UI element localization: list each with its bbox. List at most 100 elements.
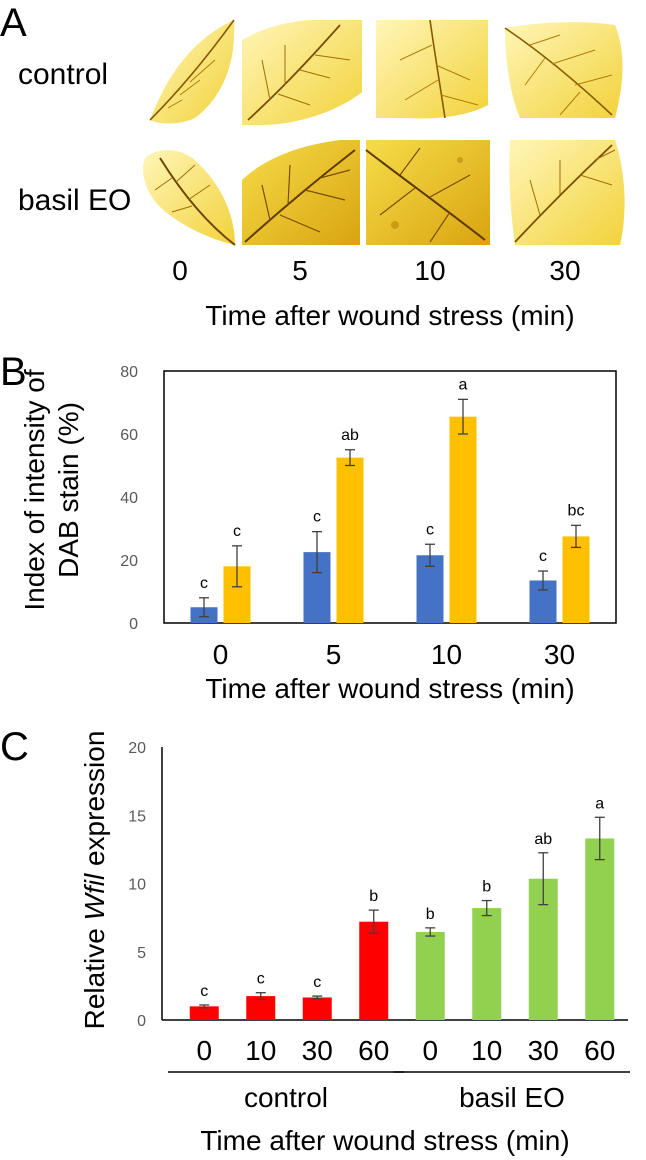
panel-b-significance-letter: ab (341, 427, 359, 444)
panel-b-x-tick-label: 30 (544, 639, 575, 670)
panel-c-x-tick-label: 0 (196, 1035, 212, 1066)
panel-b-y-tick-label: 40 (120, 490, 138, 507)
panel-c-x-tick-label: 10 (245, 1035, 276, 1066)
panel-c-y-tick-label: 10 (128, 877, 146, 894)
panel-c-group-label: control (244, 1082, 328, 1113)
panel-b-bar-basil-30 (562, 536, 590, 623)
panel-b-plot-frame (163, 370, 617, 624)
panel-a: A control basil EO (0, 1, 625, 331)
panel-c-significance-letter: c (257, 971, 265, 988)
panel-b-error-bar (312, 531, 322, 574)
panel-c-x-tick-label: 10 (471, 1035, 502, 1066)
panel-b-error-bar (571, 524, 581, 549)
panel-b-y-tick-label: 20 (120, 553, 138, 570)
panel-b-error-bar (199, 597, 209, 618)
panel-a-letter: A (0, 1, 27, 45)
panel-b-y-tick-label: 80 (120, 364, 138, 381)
panel-c-bar-basil-0 (415, 931, 445, 1020)
panel-b-y-tick-label: 60 (120, 427, 138, 444)
panel-c-y-tick-label: 5 (137, 945, 146, 962)
panel-c-ylabel-gene: Wfil (79, 873, 110, 920)
panel-b-significance-letter: bc (568, 502, 585, 519)
panel-c-ylabel: Relative Wfil expression (79, 731, 110, 1030)
panel-c-significance-letter: b (369, 888, 378, 905)
panel-b-significance-letter: c (539, 548, 547, 565)
panel-c-ylabel-suffix: expression (79, 731, 110, 874)
panel-c-y-ticks: 0 5 10 15 20 (128, 740, 146, 1030)
panel-c-error-bar (255, 992, 266, 1001)
panel-b-error-bar (458, 398, 468, 435)
time-label-5: 5 (292, 255, 308, 286)
panel-b-xlabel: Time after wound stress (min) (205, 673, 574, 704)
panel-c-significance-letter: a (595, 795, 604, 812)
panel-c-bar-control-0 (189, 1006, 219, 1020)
panel-c-bars: c c c b b b ab a (189, 795, 615, 1020)
panel-c-x-tick-label: 60 (584, 1035, 615, 1066)
panel-b-error-bar (232, 545, 242, 588)
row-label-control: control (18, 58, 108, 91)
panel-c-bar-control-10 (246, 996, 276, 1020)
panel-c-bar-basil-10 (472, 908, 502, 1020)
panel-c-bar-control-30 (302, 997, 332, 1020)
panel-b-significance-letter: a (459, 376, 468, 393)
panel-c-y-tick-label: 0 (137, 1013, 146, 1030)
panel-c-group-label: basil EO (459, 1082, 565, 1113)
panel-c-bar-control-60 (359, 921, 389, 1020)
panel-b-bars: c c c ab c a c bc (190, 376, 590, 623)
panel-b-significance-letter: c (200, 575, 208, 592)
row-label-basil-eo: basil EO (18, 184, 131, 217)
panel-c-x-tick-label: 30 (302, 1035, 333, 1066)
panel-c-error-bar (368, 909, 379, 934)
panel-b-y-ticks: 0 20 40 60 80 (120, 364, 138, 633)
panel-c-significance-letter: b (482, 879, 491, 896)
panel-b-significance-letter: c (233, 523, 241, 540)
panel-b-error-bar (345, 449, 355, 467)
panel-c-significance-letter: ab (534, 831, 552, 848)
leaf-image-basil-5 (242, 140, 360, 245)
panel-c-significance-letter: c (200, 983, 208, 1000)
panel-b-x-tick-label: 5 (326, 639, 342, 670)
leaf-image-basil-30 (509, 140, 625, 245)
panel-c-chart: C Relative Wfil expression 0 5 10 15 20 c c c b… (0, 725, 630, 1156)
panel-b-x-ticks: 0 5 10 30 (213, 639, 575, 670)
panel-c-error-bar (538, 852, 549, 906)
panel-b-bar-basil-5 (336, 457, 364, 623)
time-label-30: 30 (549, 255, 580, 286)
panel-c-x-tick-label: 0 (422, 1035, 438, 1066)
panel-b-chart: B Index of intensity of DAB stain (%) 0 2… (0, 350, 617, 704)
panel-c-error-bar (481, 899, 492, 917)
panel-c-ylabel-prefix: Relative (79, 920, 110, 1029)
panel-c-error-bar (594, 816, 605, 861)
panel-c-x-ticks: 0 10 30 60 0 10 30 60 (196, 1035, 615, 1066)
time-label-0: 0 (172, 255, 188, 286)
panel-b-x-tick-label: 0 (213, 639, 229, 670)
panel-c-bar-basil-60 (585, 838, 615, 1020)
panel-b-significance-letter: c (313, 509, 321, 526)
panel-c-significance-letter: b (426, 906, 435, 923)
panel-a-xlabel: Time after wound stress (min) (205, 300, 574, 331)
panel-b-y-tick-label: 0 (129, 616, 138, 633)
panel-c-y-tick-label: 15 (128, 808, 146, 825)
panel-c-x-tick-label: 30 (528, 1035, 559, 1066)
panel-b-ylabel: Index of intensity of DAB stain (%) (19, 369, 84, 610)
time-label-10: 10 (414, 255, 445, 286)
leaf-image-control-5 (242, 20, 362, 125)
panel-c-groups: control basil EO (168, 1071, 630, 1113)
leaf-image-control-30 (504, 22, 623, 119)
panel-b-bar-basil-10 (449, 416, 477, 623)
leaf-image-control-10 (376, 19, 488, 119)
panel-b-letter: B (0, 350, 27, 394)
leaf-image-control-0 (149, 19, 235, 124)
panel-c-error-bar (199, 1004, 210, 1009)
panel-c-xlabel: Time after wound stress (min) (200, 1125, 569, 1156)
panel-b-error-bar (538, 570, 548, 591)
panel-b-ylabel-line-1: Index of intensity of (19, 369, 50, 610)
panel-c-letter: C (0, 725, 29, 769)
panel-c-significance-letter: c (313, 974, 321, 991)
panel-c-x-tick-label: 60 (358, 1035, 389, 1066)
panel-b-error-bar (425, 543, 435, 567)
leaf-image-basil-0 (143, 149, 236, 246)
panel-c-error-bar (312, 995, 323, 1000)
panel-c-y-tick-label: 20 (128, 740, 146, 757)
